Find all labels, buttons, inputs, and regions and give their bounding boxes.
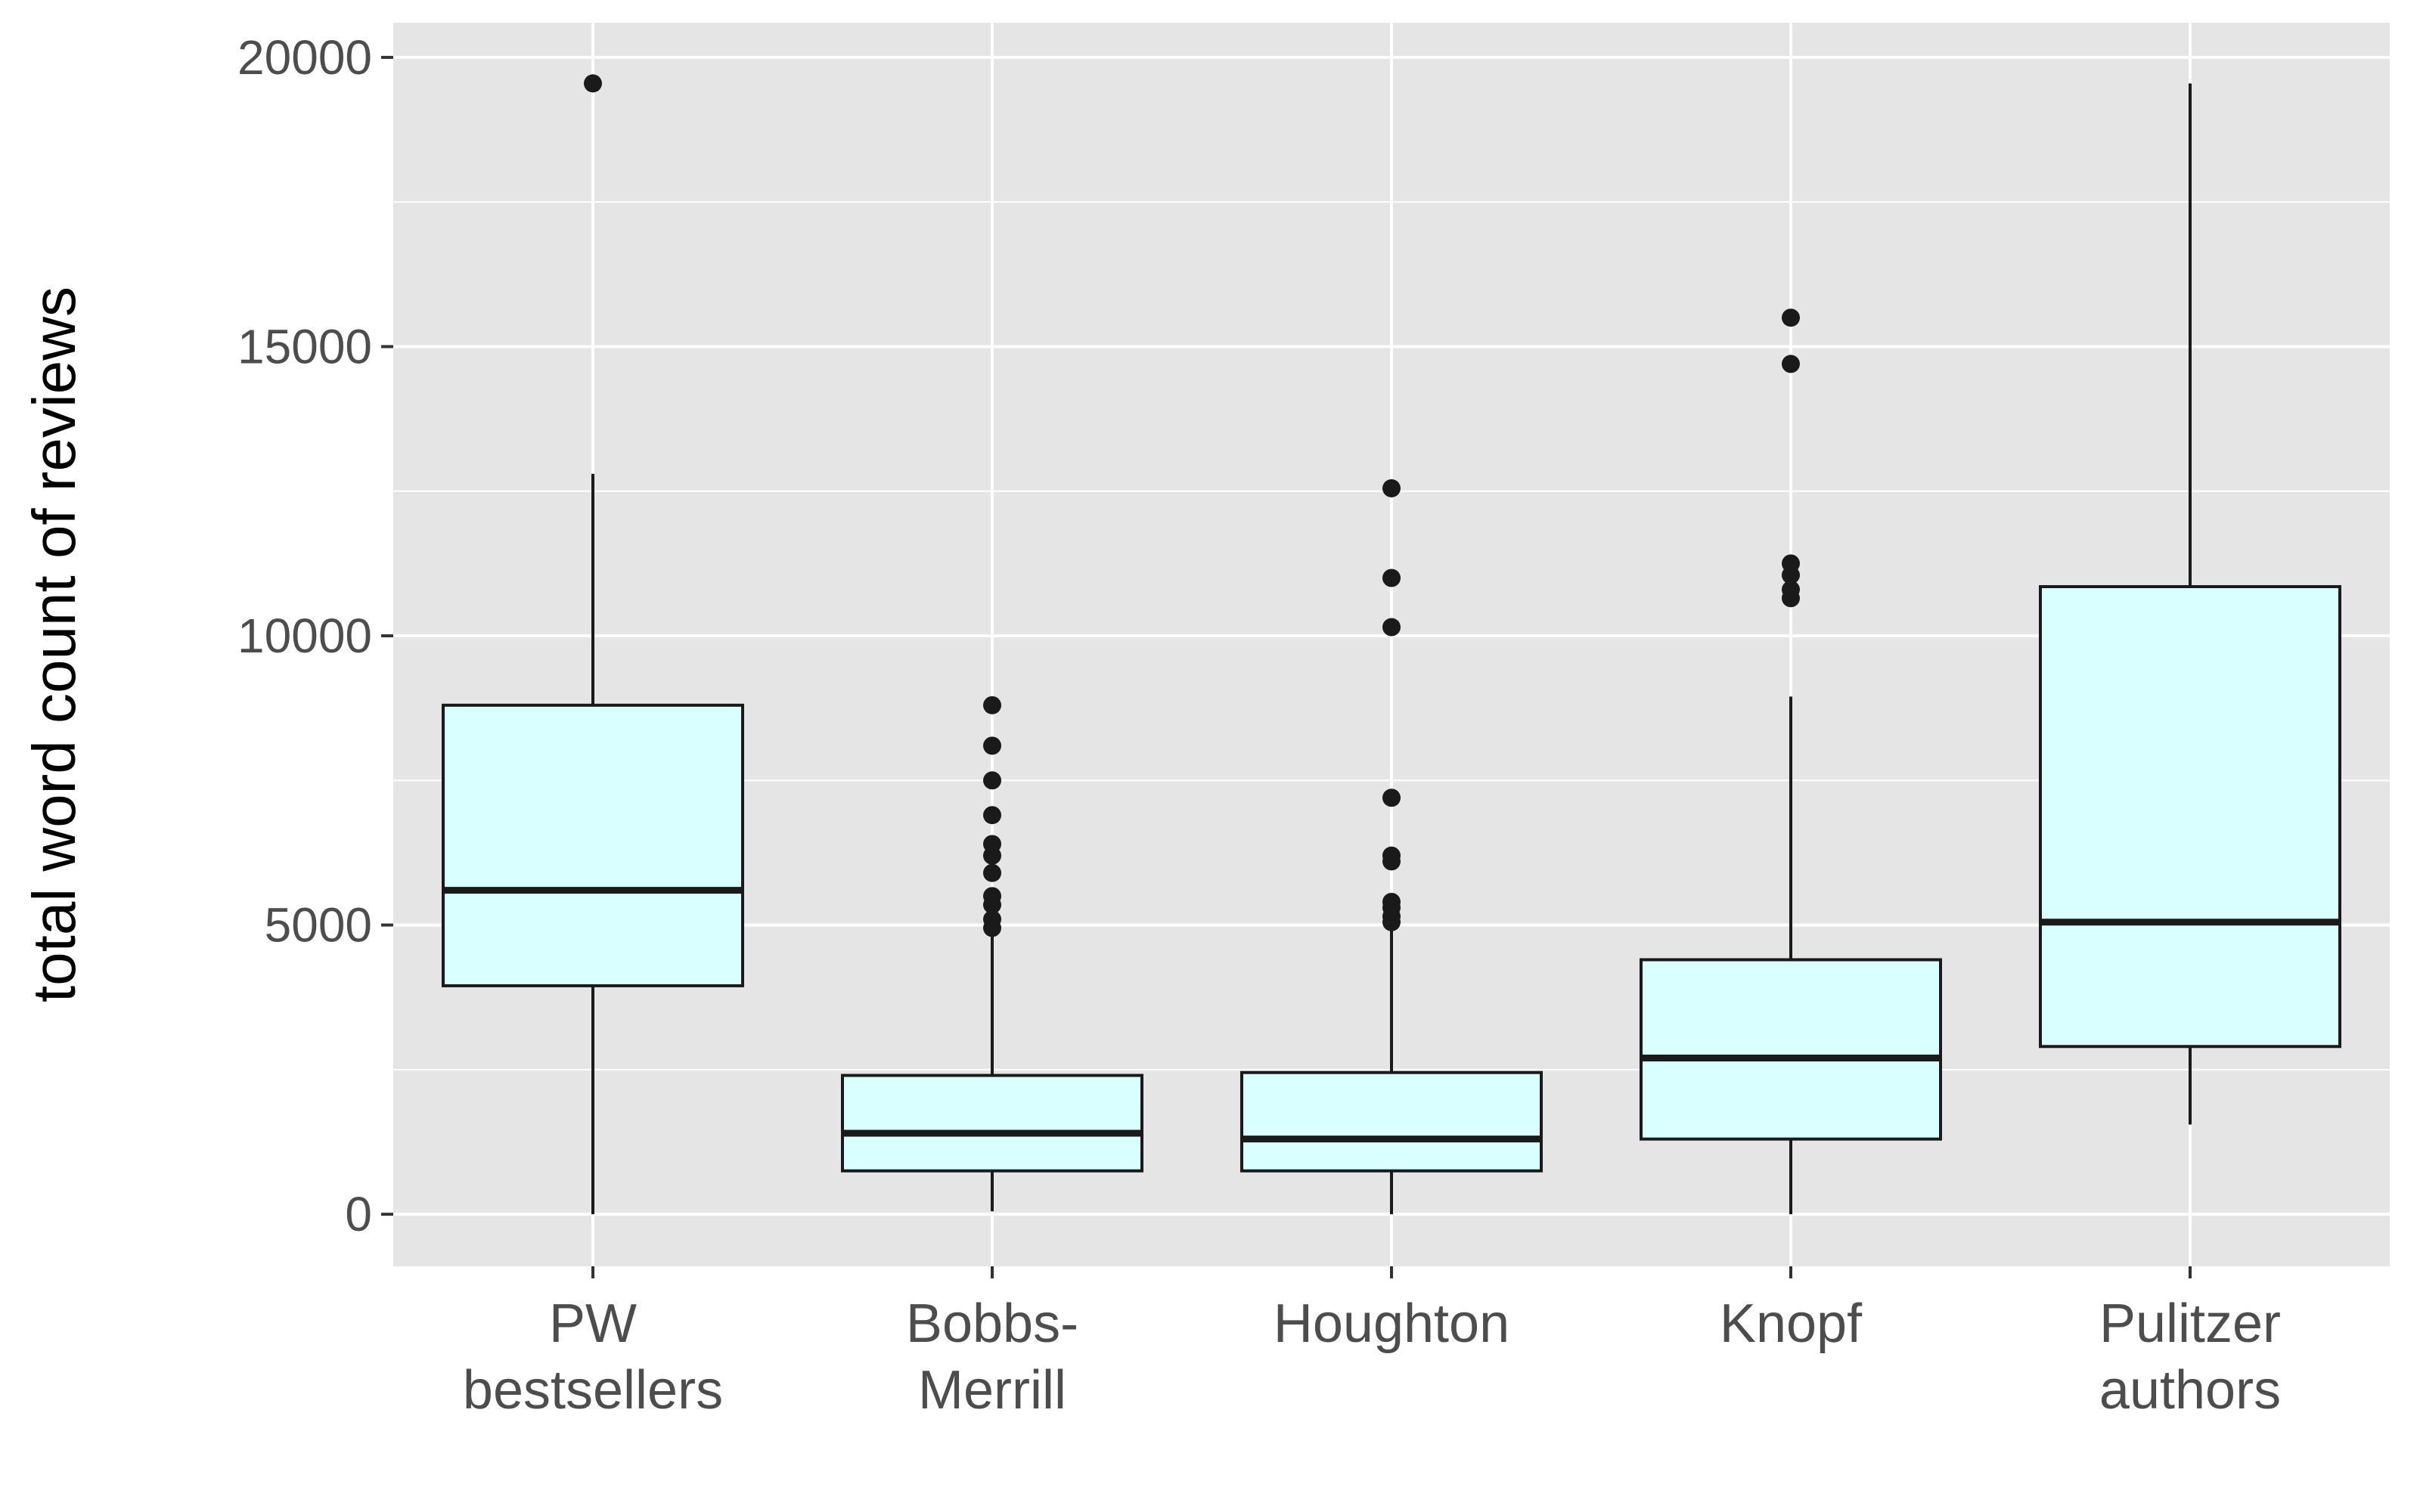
outlier-point xyxy=(1382,479,1401,497)
boxes-layer xyxy=(442,74,2341,1215)
outlier-point xyxy=(983,771,1001,790)
iqr-box xyxy=(1240,1070,1543,1173)
y-tick-label: 0 xyxy=(345,1187,372,1241)
x-tick-label-bobbs-merrill: Bobbs-Merrill xyxy=(906,1294,1078,1421)
x-tick-label-pw-bestsellers: PW bestsellers xyxy=(463,1294,723,1421)
outlier-point xyxy=(983,696,1001,714)
outlier-point xyxy=(983,887,1001,906)
iqr-box xyxy=(841,1074,1143,1173)
box-pulitzer-authors xyxy=(2039,83,2341,1125)
outlier-point xyxy=(1782,554,1800,573)
box-pw-bestsellers xyxy=(442,74,744,1215)
outlier-point xyxy=(983,863,1001,882)
y-tick-label: 10000 xyxy=(237,609,372,663)
outlier-point xyxy=(983,736,1001,755)
outlier-point xyxy=(1382,618,1401,637)
x-tick-label-houghton: Houghton xyxy=(1274,1294,1509,1354)
y-axis-title: total word count of reviews xyxy=(20,287,88,1002)
outlier-point xyxy=(1782,308,1800,327)
y-tick-label: 20000 xyxy=(237,30,372,85)
x-tick-label-knopf: Knopf xyxy=(1720,1294,1863,1354)
outlier-point xyxy=(983,909,1001,928)
outlier-point xyxy=(1782,580,1800,599)
box-knopf xyxy=(1640,308,1942,1215)
x-axis: PW bestsellers Bobbs-Merrill Houghton Knopf P… xyxy=(463,1266,2281,1421)
outlier-point xyxy=(983,806,1001,825)
outlier-point xyxy=(1382,789,1401,807)
iqr-box xyxy=(1640,958,1942,1141)
y-tick-label: 15000 xyxy=(237,319,372,373)
outlier-point xyxy=(1782,355,1800,373)
y-axis: 0 5000 10000 15000 20000 xyxy=(237,30,393,1241)
y-tick-label: 5000 xyxy=(265,898,372,953)
x-tick-label-pulitzer-authors: Pulitzer authors xyxy=(2099,1294,2281,1421)
outlier-point xyxy=(1382,846,1401,865)
box-bobbs-merrill xyxy=(841,696,1143,1212)
outlier-point xyxy=(1382,892,1401,911)
outlier-point xyxy=(1382,569,1401,587)
iqr-box xyxy=(2039,584,2341,1049)
iqr-box xyxy=(442,703,744,987)
outlier-point xyxy=(584,74,602,93)
box-houghton xyxy=(1240,479,1543,1215)
outlier-point xyxy=(983,835,1001,854)
